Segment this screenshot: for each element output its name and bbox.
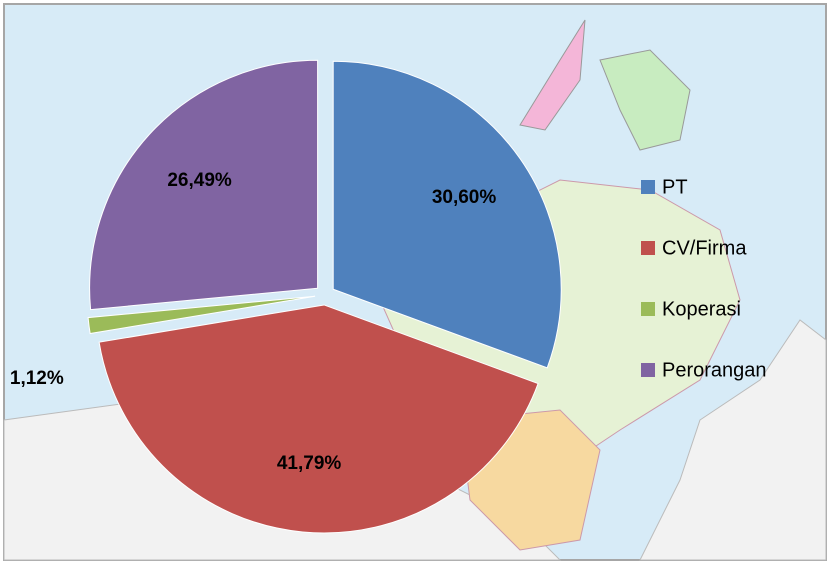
- legend: PT CV/Firma Koperasi Perorangan: [641, 176, 767, 381]
- legend-swatch: [641, 241, 655, 255]
- legend-label: Perorangan: [662, 359, 767, 381]
- legend-label: Koperasi: [662, 298, 741, 320]
- map-land: [639, 319, 827, 561]
- pie-slice: [89, 59, 319, 311]
- legend-swatch: [641, 363, 655, 377]
- pie: 30,60% 41,79% 1,12% 26,49%: [10, 59, 562, 534]
- data-label: 30,60%: [432, 187, 497, 208]
- data-label: 26,49%: [167, 170, 232, 191]
- legend-swatch: [641, 180, 655, 194]
- pie-slice: [332, 60, 562, 369]
- legend-label: CV/Firma: [662, 237, 747, 259]
- map-island: [519, 19, 586, 131]
- data-label: 41,79%: [277, 453, 342, 474]
- pie-slice: [87, 295, 316, 335]
- map-island: [599, 49, 691, 151]
- pie-slice: [98, 304, 539, 534]
- data-label: 1,12%: [10, 368, 64, 389]
- legend-label: PT: [662, 176, 688, 198]
- legend-swatch: [641, 302, 655, 316]
